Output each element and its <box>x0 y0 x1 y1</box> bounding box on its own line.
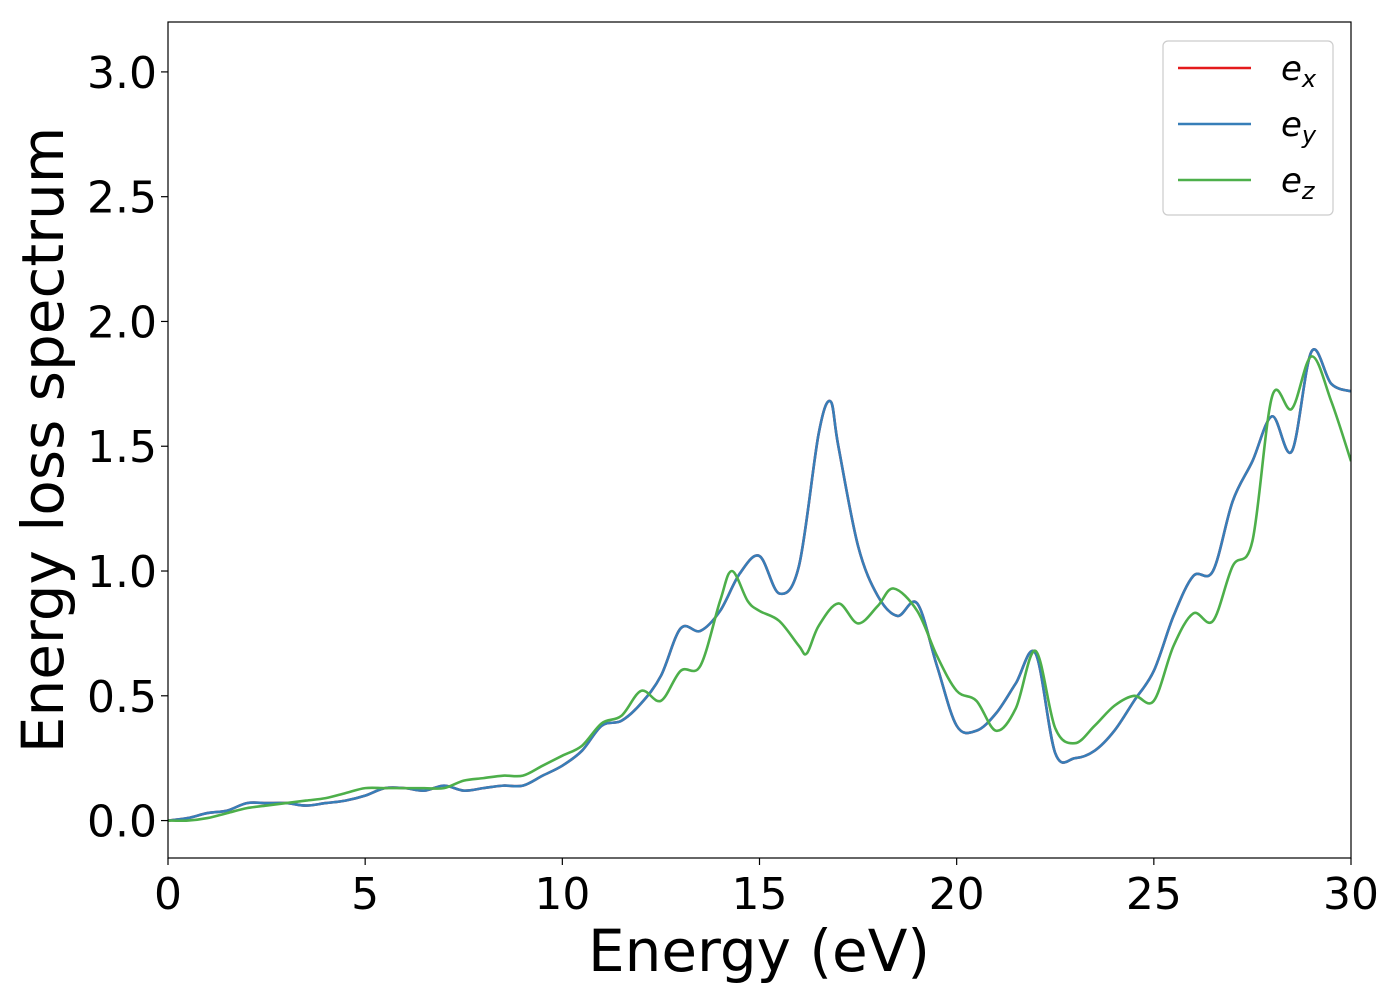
series-line-ez <box>168 355 1351 823</box>
x-tick-label: 15 <box>732 869 788 920</box>
y-tick-label: 1.5 <box>87 422 157 473</box>
series-layer <box>168 348 1351 823</box>
y-tick-label: 2.5 <box>87 173 157 224</box>
y-tick-label: 3.0 <box>87 48 157 99</box>
x-tick-label: 20 <box>929 869 985 920</box>
legend-label-ex: ex <box>1281 49 1317 93</box>
y-tick-label: 1.0 <box>87 547 157 598</box>
series-line-ex <box>168 348 1351 822</box>
series-line-ey <box>168 348 1351 822</box>
y-tick-label: 0.5 <box>87 672 157 723</box>
x-axis-title: Energy (eV) <box>588 917 930 985</box>
x-tick-label: 30 <box>1323 869 1379 920</box>
x-tick-label: 25 <box>1126 869 1182 920</box>
legend-label-ez: ez <box>1281 161 1316 205</box>
legend-label-ey: ey <box>1281 105 1317 149</box>
y-tick-label: 2.0 <box>87 297 157 348</box>
x-tick-label: 10 <box>534 869 590 920</box>
y-axis-title: Energy loss spectrum <box>9 127 77 753</box>
x-tick-label: 0 <box>154 869 182 920</box>
y-axis: 0.0 0.5 1.0 1.5 2.0 2.5 3.0 <box>87 48 168 848</box>
x-tick-label: 5 <box>351 869 379 920</box>
legend-box <box>1162 40 1334 216</box>
y-tick-label: 0.0 <box>87 797 157 848</box>
x-axis: 0 5 10 15 20 25 30 <box>154 858 1379 920</box>
legend: ex ey ez <box>1162 40 1334 216</box>
